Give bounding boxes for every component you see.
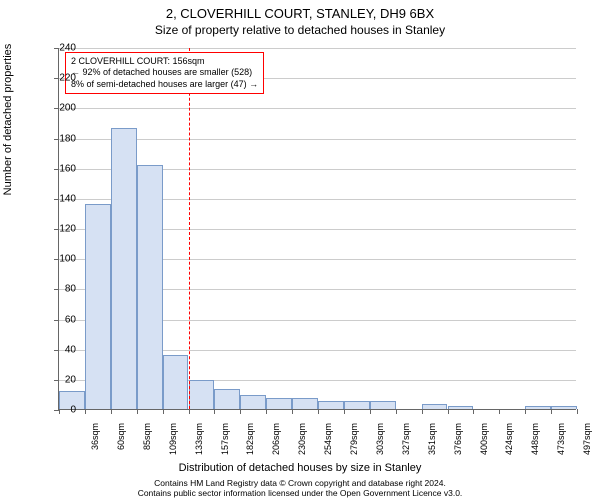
x-tick bbox=[85, 409, 86, 414]
x-tick bbox=[473, 409, 474, 414]
histogram-bar bbox=[422, 404, 448, 409]
histogram-bar bbox=[292, 398, 318, 409]
x-tick bbox=[292, 409, 293, 414]
histogram-bar bbox=[266, 398, 292, 409]
x-tick-label: 376sqm bbox=[453, 423, 463, 463]
x-tick bbox=[344, 409, 345, 414]
x-tick-label: 109sqm bbox=[168, 423, 178, 463]
y-tick bbox=[54, 169, 59, 170]
histogram-bar bbox=[189, 380, 215, 409]
y-tick-label: 40 bbox=[65, 344, 76, 355]
plot-area: 2 CLOVERHILL COURT: 156sqm ← 92% of deta… bbox=[58, 48, 576, 410]
chart-title-main: 2, CLOVERHILL COURT, STANLEY, DH9 6BX bbox=[0, 0, 600, 21]
x-tick-label: 133sqm bbox=[194, 423, 204, 463]
x-tick-label: 60sqm bbox=[116, 423, 126, 463]
histogram-bar bbox=[370, 401, 396, 409]
x-tick-label: 254sqm bbox=[323, 423, 333, 463]
y-tick-label: 100 bbox=[59, 254, 76, 265]
y-tick-label: 160 bbox=[59, 163, 76, 174]
x-tick bbox=[551, 409, 552, 414]
attribution-line2: Contains public sector information licen… bbox=[138, 488, 463, 498]
x-tick-label: 85sqm bbox=[142, 423, 152, 463]
annotation-line1: 2 CLOVERHILL COURT: 156sqm bbox=[71, 56, 258, 67]
histogram-bar bbox=[137, 165, 163, 409]
x-tick bbox=[422, 409, 423, 414]
y-tick bbox=[54, 289, 59, 290]
x-tick bbox=[318, 409, 319, 414]
histogram-bar bbox=[214, 389, 240, 409]
x-tick-label: 473sqm bbox=[556, 423, 566, 463]
x-tick bbox=[266, 409, 267, 414]
x-tick-label: 230sqm bbox=[297, 423, 307, 463]
x-tick bbox=[499, 409, 500, 414]
histogram-bar bbox=[318, 401, 344, 409]
y-tick-label: 120 bbox=[59, 224, 76, 235]
attribution-text: Contains HM Land Registry data © Crown c… bbox=[138, 478, 463, 498]
x-tick bbox=[163, 409, 164, 414]
y-tick-label: 220 bbox=[59, 73, 76, 84]
y-tick-label: 80 bbox=[65, 284, 76, 295]
grid-line bbox=[59, 108, 576, 109]
x-tick bbox=[214, 409, 215, 414]
y-tick-label: 0 bbox=[70, 405, 76, 416]
y-tick bbox=[54, 199, 59, 200]
histogram-bar bbox=[85, 204, 111, 409]
y-tick-label: 20 bbox=[65, 374, 76, 385]
x-tick-label: 497sqm bbox=[582, 423, 592, 463]
x-tick bbox=[240, 409, 241, 414]
attribution-line1: Contains HM Land Registry data © Crown c… bbox=[138, 478, 463, 488]
x-tick-label: 400sqm bbox=[479, 423, 489, 463]
x-tick bbox=[189, 409, 190, 414]
x-tick-label: 157sqm bbox=[220, 423, 230, 463]
y-tick bbox=[54, 229, 59, 230]
histogram-bar bbox=[448, 406, 474, 409]
chart-container: 2, CLOVERHILL COURT, STANLEY, DH9 6BX Si… bbox=[0, 0, 600, 500]
x-tick-label: 351sqm bbox=[427, 423, 437, 463]
x-tick bbox=[577, 409, 578, 414]
y-tick-label: 200 bbox=[59, 103, 76, 114]
y-tick bbox=[54, 108, 59, 109]
histogram-bar bbox=[551, 406, 577, 409]
x-axis-label: Distribution of detached houses by size … bbox=[179, 462, 422, 474]
histogram-bar bbox=[163, 355, 189, 409]
chart-title-sub: Size of property relative to detached ho… bbox=[0, 21, 600, 37]
x-tick bbox=[396, 409, 397, 414]
x-tick-label: 36sqm bbox=[90, 423, 100, 463]
y-tick bbox=[54, 350, 59, 351]
x-tick bbox=[525, 409, 526, 414]
y-tick bbox=[54, 320, 59, 321]
y-tick-label: 60 bbox=[65, 314, 76, 325]
y-tick bbox=[54, 380, 59, 381]
x-tick-label: 448sqm bbox=[530, 423, 540, 463]
x-tick-label: 279sqm bbox=[349, 423, 359, 463]
x-tick bbox=[111, 409, 112, 414]
x-tick-label: 206sqm bbox=[271, 423, 281, 463]
histogram-bar bbox=[525, 406, 551, 409]
y-tick-label: 140 bbox=[59, 193, 76, 204]
annotation-box: 2 CLOVERHILL COURT: 156sqm ← 92% of deta… bbox=[65, 52, 264, 94]
x-tick-label: 424sqm bbox=[504, 423, 514, 463]
annotation-line2: ← 92% of detached houses are smaller (52… bbox=[71, 67, 258, 78]
reference-line bbox=[189, 48, 190, 409]
y-tick bbox=[54, 259, 59, 260]
histogram-bar bbox=[240, 395, 266, 409]
histogram-bar bbox=[344, 401, 370, 409]
y-tick bbox=[54, 48, 59, 49]
x-tick-label: 327sqm bbox=[401, 423, 411, 463]
x-tick-label: 182sqm bbox=[245, 423, 255, 463]
grid-line bbox=[59, 48, 576, 49]
x-tick-label: 303sqm bbox=[375, 423, 385, 463]
histogram-bar bbox=[111, 128, 137, 409]
annotation-line3: 8% of semi-detached houses are larger (4… bbox=[71, 79, 258, 90]
y-tick bbox=[54, 139, 59, 140]
y-tick bbox=[54, 78, 59, 79]
x-tick bbox=[137, 409, 138, 414]
x-tick bbox=[370, 409, 371, 414]
y-axis-label: Number of detached properties bbox=[2, 44, 14, 196]
y-tick-label: 240 bbox=[59, 43, 76, 54]
x-tick bbox=[448, 409, 449, 414]
x-tick bbox=[59, 409, 60, 414]
y-tick-label: 180 bbox=[59, 133, 76, 144]
